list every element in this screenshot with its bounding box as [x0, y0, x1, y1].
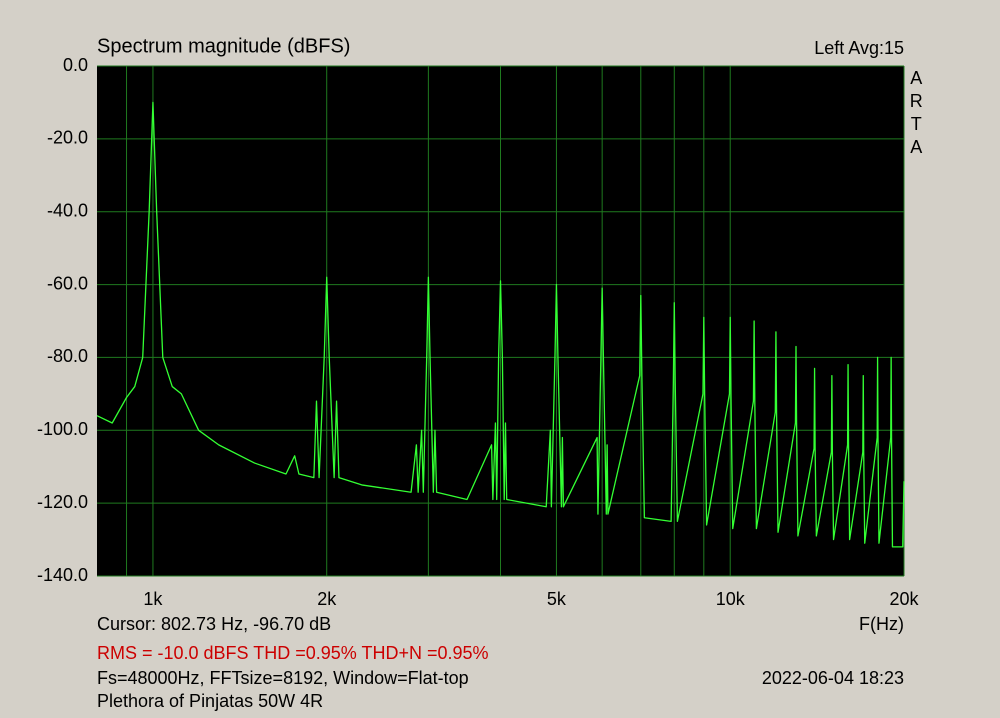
measurement: RMS = -10.0 dBFS THD =0.95% THD+N =0.95%: [97, 643, 489, 663]
plot: [96, 101, 905, 548]
tick-labels: 0.0 -20.0 -40.0 -60.0 -80.0 -100.0 -120.0 -140.…: [37, 55, 920, 609]
x-tick-label: 10k: [716, 589, 746, 609]
channel-info: Left Avg:15: [814, 38, 904, 58]
y-tick-label: -140.0: [37, 565, 88, 585]
x-tick-label: 5k: [547, 589, 567, 609]
spectrum-line: [96, 101, 905, 548]
y-tick-label: -20.0: [47, 128, 88, 148]
y-tick-label: -80.0: [47, 346, 88, 366]
y-tick-label: -60.0: [47, 273, 88, 293]
x-axis-label: F(Hz): [859, 614, 904, 634]
y-tick-label: -40.0: [47, 200, 88, 220]
settings: Fs=48000Hz, FFTsize=8192, Window=Flat-to…: [97, 668, 469, 688]
brand: ARTA: [906, 68, 926, 160]
x-tick-label: 20k: [889, 589, 919, 609]
x-tick-label: 2k: [317, 589, 337, 609]
y-tick-label: -120.0: [37, 492, 88, 512]
cursor-readout: Cursor: 802.73 Hz, -96.70 dB: [97, 614, 331, 634]
note: Plethora of Pinjatas 50W 4R: [97, 691, 323, 711]
y-tick-label: 0.0: [63, 55, 88, 75]
y-tick-label: -100.0: [37, 419, 88, 439]
chart-title: Spectrum magnitude (dBFS): [97, 35, 350, 57]
timestamp: 2022-06-04 18:23: [762, 668, 904, 688]
x-tick-label: 1k: [143, 589, 163, 609]
